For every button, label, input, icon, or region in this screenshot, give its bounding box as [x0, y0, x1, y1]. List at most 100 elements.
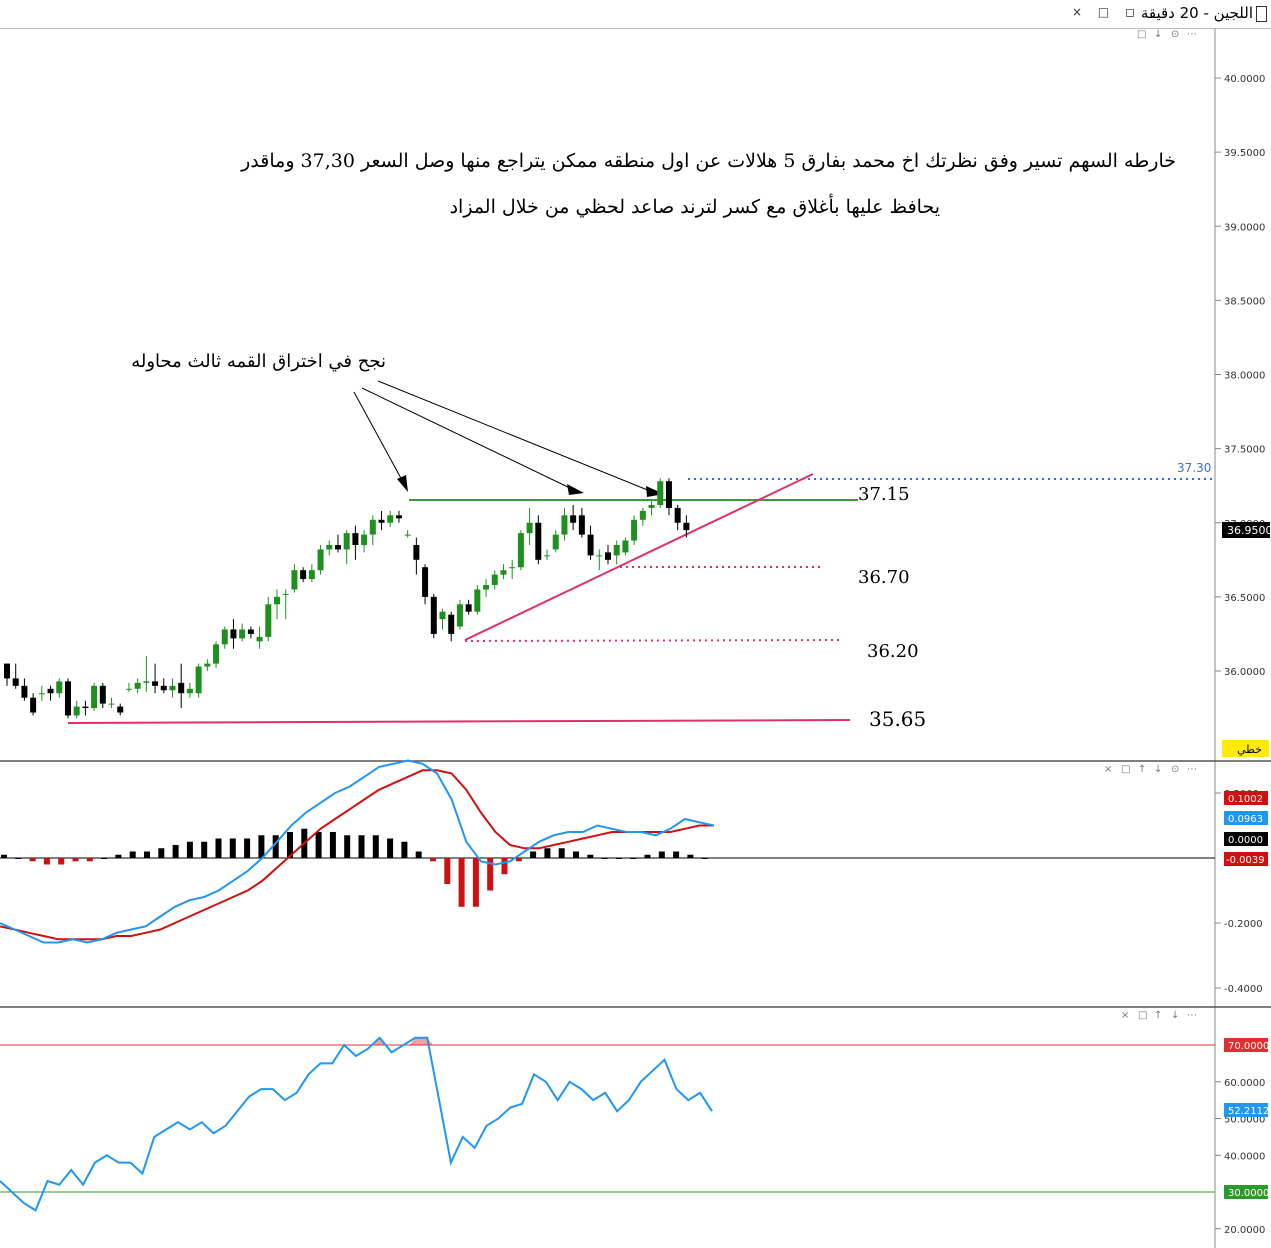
- macd-hist-bar: [29, 858, 36, 862]
- y-tick-label: 50.0000: [1224, 1115, 1265, 1126]
- macd-hist-bar: [144, 851, 150, 858]
- macd-hist-bar: [86, 858, 93, 862]
- candle-bull: [596, 555, 603, 557]
- rsi-line: [0, 1036, 713, 1212]
- maximize-icon[interactable]: □: [1097, 5, 1116, 19]
- candle-bull: [91, 685, 98, 709]
- label-36-70: 36.70: [858, 567, 910, 588]
- settings-icon[interactable]: ⊙: [1171, 29, 1179, 40]
- candle-bull: [517, 533, 524, 568]
- tag-signal: 0.1002: [1228, 794, 1263, 805]
- macd-hist-bar: [244, 838, 251, 858]
- macd-hist-bar: [58, 858, 65, 865]
- more-icon[interactable]: ⋯: [1187, 1010, 1197, 1021]
- macd-hist-bar: [487, 858, 494, 891]
- close-icon[interactable]: ×: [1072, 5, 1089, 19]
- macd-hist-bar: [158, 848, 165, 858]
- tag-rsi-upper: 70.0000: [1228, 1041, 1269, 1052]
- candle-bear: [674, 507, 681, 523]
- label-36-20: 36.20: [867, 641, 919, 662]
- svg-text:36.9500: 36.9500: [1227, 524, 1271, 537]
- annotation-main-line1: خارطه السهم تسير وفق نظرتك اخ محمد بفارق…: [240, 150, 1176, 172]
- candle-bear: [578, 515, 585, 535]
- move-down-icon[interactable]: ↓: [1154, 764, 1162, 775]
- macd-histogram: [1, 828, 708, 907]
- candle-bull: [369, 519, 376, 535]
- candle-bear: [665, 481, 672, 508]
- price-y-axis: 40.0000 39.5000 39.0000 38.5000 38.0000 37.50…: [1215, 74, 1265, 678]
- move-down-icon[interactable]: ↓: [1171, 1010, 1179, 1021]
- candle-bull: [256, 636, 263, 642]
- macd-hist-bar: [315, 832, 322, 858]
- settings-icon[interactable]: ⊙: [1171, 764, 1179, 775]
- candle-bull: [308, 570, 315, 580]
- candle-bull: [265, 604, 272, 637]
- macd-hist-bar: [515, 858, 522, 862]
- panel-maximize-icon[interactable]: □: [1138, 1010, 1147, 1021]
- candle-bull: [648, 504, 655, 508]
- macd-hist-bar: [701, 858, 708, 859]
- arrow-line: [377, 380, 651, 492]
- macd-hist-bar: [201, 841, 208, 858]
- candle-bull: [204, 663, 211, 667]
- candle-bull: [213, 644, 220, 664]
- candle-bear: [178, 682, 185, 694]
- restore-icon[interactable]: ◻: [1125, 5, 1142, 19]
- y-tick-label: 39.5000: [1224, 148, 1265, 159]
- candle-bull: [491, 574, 498, 586]
- macd-hist-bar: [129, 851, 136, 858]
- candle-bear: [413, 544, 420, 560]
- more-icon[interactable]: ⋯: [1187, 764, 1197, 775]
- window-icon: [1256, 6, 1267, 22]
- move-up-icon[interactable]: ↑: [1154, 1010, 1162, 1021]
- window-buttons[interactable]: × □ ◻: [1072, 5, 1141, 19]
- candle-bull: [639, 510, 646, 520]
- panel-maximize-icon[interactable]: □: [1137, 29, 1146, 40]
- price-panel-controls[interactable]: □ ↓ ⊙ ⋯: [1137, 29, 1197, 40]
- macd-hist-bar: [444, 858, 451, 884]
- macd-hist-bar: [615, 858, 622, 859]
- candle-bull: [56, 681, 63, 694]
- candle-bull: [239, 629, 246, 639]
- y-tick-label: 37.5000: [1224, 445, 1265, 456]
- annotation-main-line2: يحافظ عليها بأغلاق مع كسر لترند صاعد لحظ…: [450, 193, 940, 218]
- y-tick-label: 39.0000: [1224, 222, 1265, 233]
- macd-hist-bar: [630, 858, 637, 859]
- candle-bull: [509, 567, 516, 569]
- macd-tags: 0.1002 0.0963 0.0000 -0.0039: [1224, 791, 1268, 866]
- candle-bull: [343, 533, 350, 550]
- title-bar: اللجين - 20 دقيقة × □ ◻: [0, 0, 1271, 29]
- y-tick-label: -0.2000: [1224, 919, 1263, 930]
- candle-bull: [561, 515, 568, 535]
- arrow-line: [353, 391, 404, 483]
- move-up-icon[interactable]: ↑: [1138, 764, 1146, 775]
- candle-bear: [448, 614, 455, 634]
- candle-bull: [631, 519, 638, 541]
- panel-close-icon[interactable]: ×: [1104, 764, 1112, 775]
- macd-hist-bar: [401, 841, 408, 858]
- panel-maximize-icon[interactable]: □: [1121, 764, 1130, 775]
- rsi-panel-controls[interactable]: × □ ↑ ↓ ⋯: [1121, 1010, 1197, 1021]
- candle-bear: [152, 681, 159, 686]
- move-down-icon[interactable]: ↓: [1154, 29, 1162, 40]
- candle-bull: [274, 596, 281, 605]
- macd-hist-bar: [115, 854, 122, 858]
- panel-close-icon[interactable]: ×: [1121, 1010, 1129, 1021]
- candle-bear: [465, 604, 472, 612]
- price-drawings: [67, 380, 1215, 724]
- candle-bull: [73, 706, 80, 716]
- candle-bear: [334, 544, 341, 550]
- macd-panel-controls[interactable]: × □ ↑ ↓ ⊙ ⋯: [1104, 764, 1197, 775]
- more-icon[interactable]: ⋯: [1187, 29, 1197, 40]
- candle-bear: [587, 534, 594, 556]
- linear-tag[interactable]: خطي: [1222, 740, 1269, 757]
- candle-bear: [378, 519, 385, 523]
- macd-hist-bar: [72, 858, 79, 862]
- tag-37-30: 37.30: [1177, 461, 1211, 475]
- candle-bull: [387, 515, 394, 523]
- macd-hist-bar: [501, 858, 508, 875]
- candle-bear: [247, 629, 254, 634]
- tag-hist: -0.0039: [1226, 855, 1265, 866]
